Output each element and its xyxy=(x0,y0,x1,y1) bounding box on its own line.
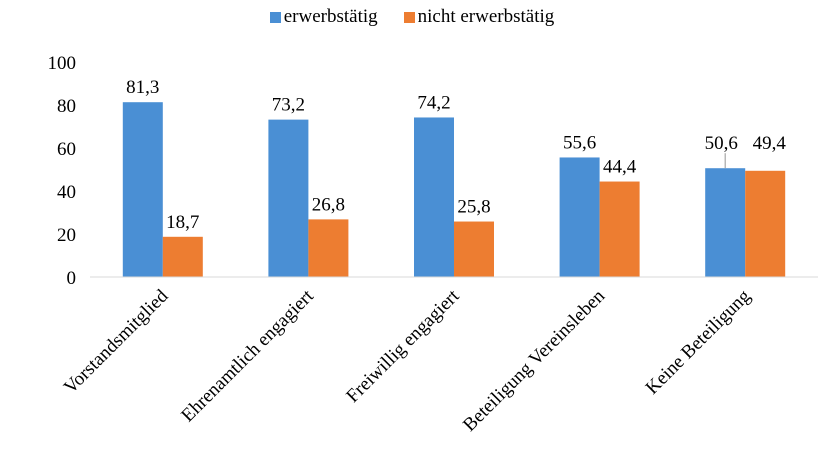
y-tick-label: 60 xyxy=(57,139,76,160)
data-label: 26,8 xyxy=(312,194,345,215)
data-label: 55,6 xyxy=(563,132,596,153)
data-label: 25,8 xyxy=(457,197,490,218)
legend-swatch-nicht-erwerbstaetig xyxy=(403,11,415,23)
x-tick-label: Keine Beteiligung xyxy=(642,285,755,398)
bar-erwerbstaetig xyxy=(559,157,600,277)
y-tick-label: 40 xyxy=(57,182,76,203)
data-label: 18,7 xyxy=(166,212,199,233)
bar-erwerbstaetig xyxy=(122,102,163,277)
bar-nicht-erwerbstaetig xyxy=(308,219,349,277)
bar-nicht-erwerbstaetig xyxy=(599,181,640,277)
legend-item-nicht-erwerbstaetig: nicht erwerbstätig xyxy=(403,6,555,28)
bar-erwerbstaetig xyxy=(705,168,746,277)
x-tick-label: Vorstandsmitglied xyxy=(60,285,173,398)
legend-item-erwerbstaetig: erwerbstätig xyxy=(269,6,378,28)
data-label: 81,3 xyxy=(126,77,159,98)
y-tick-label: 20 xyxy=(57,225,76,246)
y-tick-label: 80 xyxy=(57,96,76,117)
data-label: 73,2 xyxy=(272,95,305,116)
legend: erwerbstätig nicht erwerbstätig xyxy=(0,6,824,28)
bar-nicht-erwerbstaetig xyxy=(745,170,786,277)
x-tick-label: Beteiligung Vereinsleben xyxy=(459,285,609,435)
bar-nicht-erwerbstaetig xyxy=(162,236,203,277)
bar-erwerbstaetig xyxy=(414,117,454,277)
y-tick-label: 0 xyxy=(67,268,77,289)
legend-label-erwerbstaetig: erwerbstätig xyxy=(283,6,378,27)
x-tick-label: Ehrenamtlich engagiert xyxy=(177,285,318,426)
data-label: 74,2 xyxy=(417,92,450,113)
bar-erwerbstaetig xyxy=(268,119,309,278)
data-label: 44,4 xyxy=(603,157,637,178)
legend-label-nicht-erwerbstaetig: nicht erwerbstätig xyxy=(417,6,555,27)
data-label: 50,6 xyxy=(705,133,738,154)
bar-nicht-erwerbstaetig xyxy=(454,221,494,277)
data-label: 49,4 xyxy=(753,133,787,154)
legend-swatch-erwerbstaetig xyxy=(269,11,281,23)
x-tick-label: Freiwillig engagiert xyxy=(342,285,464,407)
y-tick-label: 100 xyxy=(48,53,77,74)
